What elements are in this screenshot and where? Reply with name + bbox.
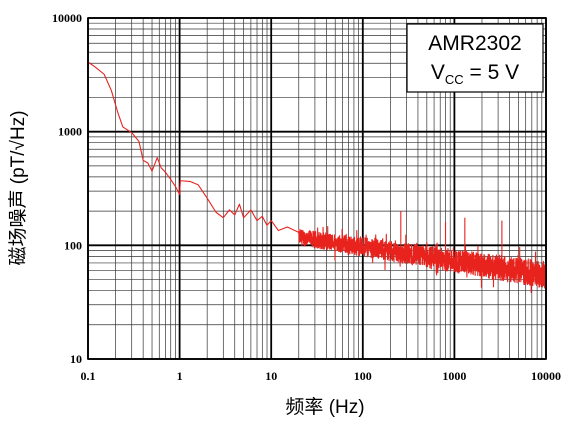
- series-layer: [87, 61, 547, 294]
- y-tick-labels: 10 100 1000 10000: [52, 11, 82, 366]
- y-tick-label: 10000: [52, 11, 82, 25]
- x-tick-label: 1: [177, 369, 183, 383]
- legend-frame: [406, 23, 544, 93]
- y-tick-label: 100: [64, 238, 82, 252]
- x-tick-label: 100: [354, 369, 372, 383]
- y-tick-label: 1000: [58, 125, 82, 139]
- minor-grid: [88, 18, 546, 359]
- x-tick-label: 10: [265, 369, 277, 383]
- legend-supply-symbol: V: [431, 61, 445, 84]
- legend-supply-subscript: CC: [445, 72, 464, 87]
- x-axis-title: 频率 (Hz): [285, 396, 364, 418]
- y-axis-title: 磁场噪声 (pT/√Hz): [7, 110, 29, 265]
- x-tick-labels: 0.1 1 10 100 1000 10000: [81, 369, 562, 383]
- plot-frame: [87, 17, 547, 360]
- x-tick-label: 10000: [531, 369, 561, 383]
- y-tick-label: 10: [70, 352, 82, 366]
- noise-series-line: [87, 61, 547, 294]
- legend-device-name: AMR2302: [428, 32, 521, 55]
- x-tick-label: 1000: [442, 369, 466, 383]
- legend-supply-value: = 5 V: [464, 61, 519, 84]
- x-tick-label: 0.1: [81, 369, 96, 383]
- legend-box: AMR2302 VCC = 5 V: [406, 23, 544, 93]
- legend-supply: VCC = 5 V: [431, 61, 519, 87]
